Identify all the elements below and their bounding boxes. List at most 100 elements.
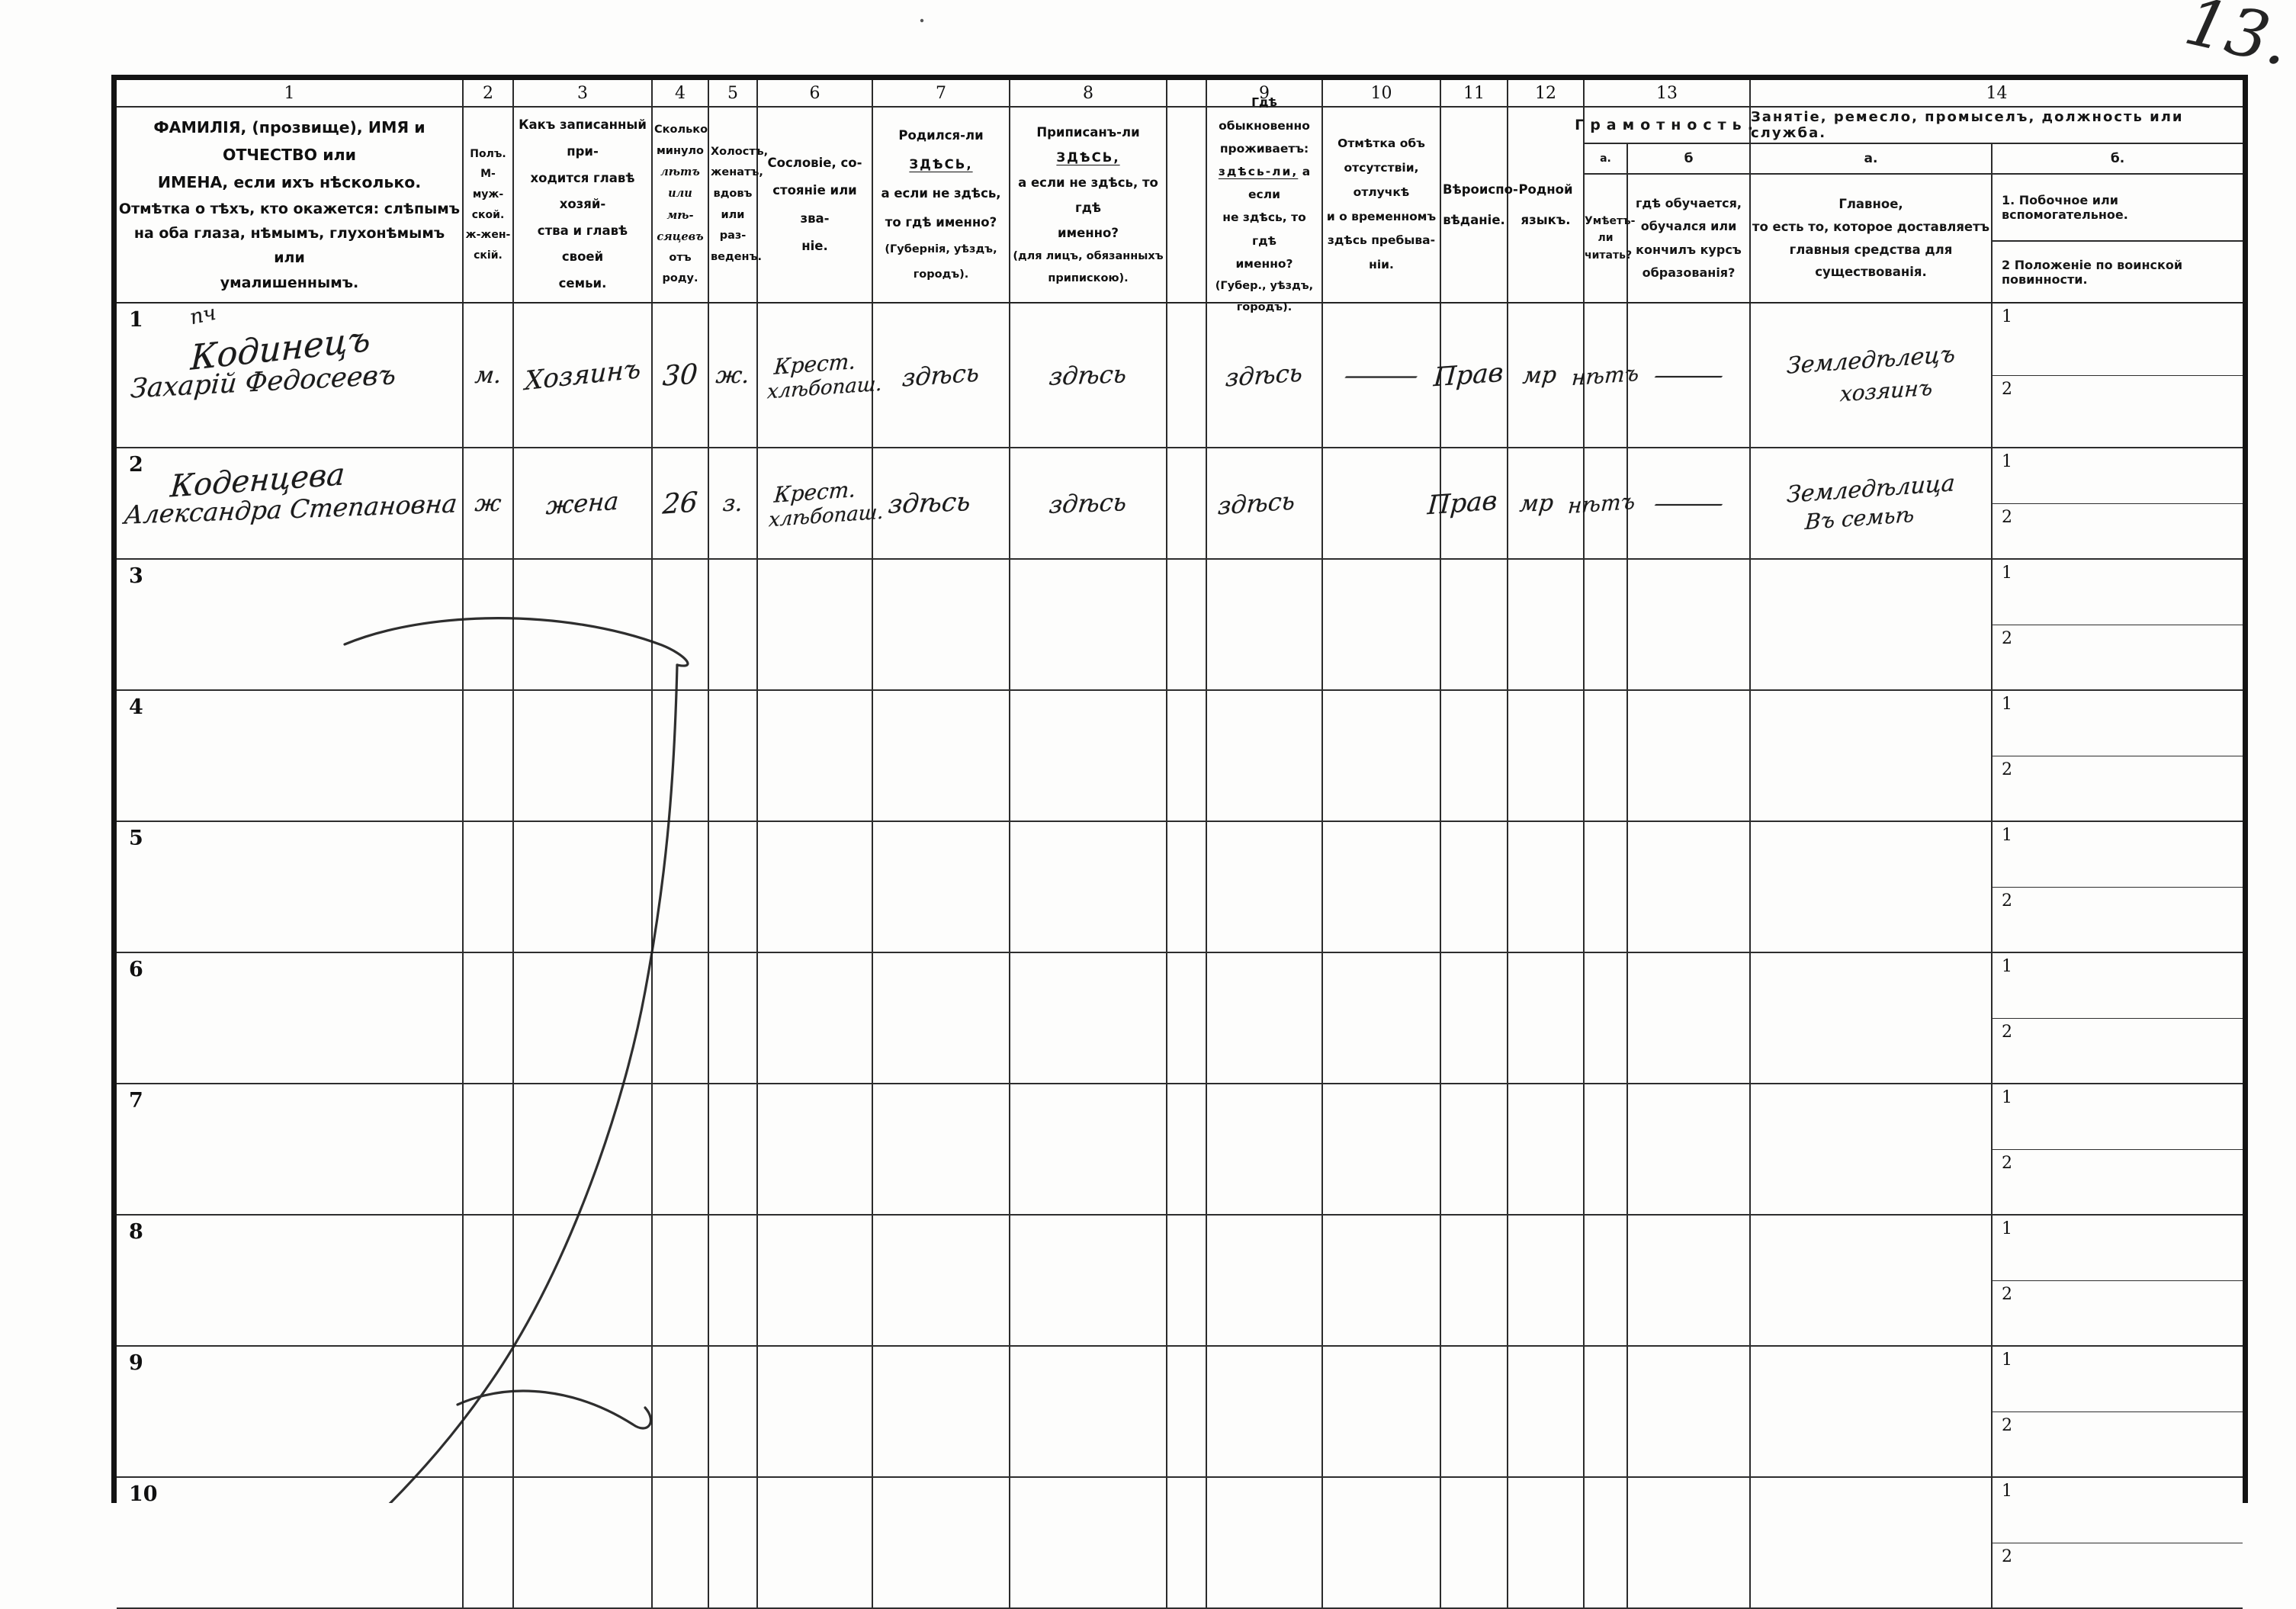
occupation-title: Занятіе, ремесло, промыселъ, должность и… (1751, 108, 2243, 144)
cell-registration (1010, 953, 1167, 1083)
col-number-1: 1 (117, 80, 464, 108)
census-table: 1 2 3 4 5 6 7 8 9 10 11 12 13 14 ФАМИЛІЯ… (111, 75, 2248, 1609)
cell-sex (464, 953, 514, 1083)
occupation-sub-a-label: а. (1751, 144, 1993, 173)
header-religion-column: Вѣроиспо-вѣданіе. (1441, 108, 1518, 302)
cell-sex (464, 691, 514, 821)
cell-occupation-side: 1 2 (1993, 1347, 2243, 1476)
cell-marital (709, 691, 758, 821)
header-absence-column: Отмѣтка объ отсутствіи, отлучкѣ и о времен… (1323, 108, 1441, 302)
cell-religion (1441, 560, 1508, 689)
cell-religion (1441, 953, 1508, 1083)
cell-marital (709, 1478, 758, 1607)
cell-relation (514, 1478, 653, 1607)
cell-literacy-read (1585, 1216, 1628, 1345)
occupation-sub-b-label: б. (2110, 151, 2125, 166)
military-status-box: 2 (2002, 760, 2012, 779)
gutter-cell (1167, 1084, 1207, 1214)
cell-language (1508, 1084, 1585, 1214)
military-status-box: 2 (2002, 379, 2012, 399)
occupation-side-label: 1. Побочное или вспомогательное. (1993, 175, 2243, 242)
cell-age: 30 (653, 303, 709, 447)
cell-birthplace (873, 691, 1010, 821)
cell-relation (514, 953, 653, 1083)
cell-registration (1010, 1478, 1167, 1607)
cell-literacy-read (1585, 1478, 1628, 1607)
cell-religion (1441, 1478, 1508, 1607)
scan-specks (0, 0, 2, 2)
cell-marital (709, 822, 758, 952)
cell-birthplace (873, 1478, 1010, 1607)
side-occupation-box: 1 (1993, 1084, 2243, 1150)
cell-sex (464, 1216, 514, 1345)
cell-sex (464, 822, 514, 952)
header-age-column: Сколько минуло лѣтъ или мѣ- сяцевъ отъ роду… (653, 108, 709, 302)
row-number: 9 (129, 1351, 143, 1375)
cell-estate (758, 1084, 873, 1214)
cell-absence (1323, 1216, 1441, 1345)
cell-absence (1323, 1478, 1441, 1607)
cell-age (653, 1347, 709, 1476)
side-occupation-box: 1 (1993, 691, 2243, 756)
cell-age (653, 560, 709, 689)
col-number-4: 4 (653, 80, 709, 108)
cell-birthplace (873, 953, 1010, 1083)
cell-relation (514, 1084, 653, 1214)
cell-religion (1441, 1216, 1508, 1345)
cell-name: 4 (117, 691, 464, 821)
col-number-10: 10 (1323, 80, 1441, 108)
gutter-cell (1167, 691, 1207, 821)
col-number-3: 3 (514, 80, 653, 108)
cell-residence (1207, 1216, 1323, 1345)
cell-literacy-school: — (1628, 303, 1751, 447)
cell-birthplace (873, 1084, 1010, 1214)
cell-name: 8 (117, 1216, 464, 1345)
military-status-box: 2 (2002, 1153, 2012, 1173)
cell-estate (758, 1216, 873, 1345)
cell-literacy-read (1585, 953, 1628, 1083)
cell-literacy-read (1585, 1347, 1628, 1476)
col-number-14: 14 (1751, 80, 2243, 108)
cell-marital: ж. (709, 303, 758, 447)
cell-registration (1010, 1084, 1167, 1214)
table-row: 4 1 2 (117, 691, 2243, 822)
cell-birthplace (873, 822, 1010, 952)
cell-religion (1441, 822, 1508, 952)
side-occupation-box: 1 (1993, 1216, 2243, 1281)
cell-sex: ж (464, 448, 514, 558)
cell-name: 5 (117, 822, 464, 952)
occupation-main: Главное, то есть то, которое доставляетъ г… (1751, 175, 1993, 302)
row-number: 8 (129, 1220, 143, 1244)
cell-sex (464, 1084, 514, 1214)
cell-literacy-read: нѣтъ (1571, 303, 1640, 447)
cell-literacy-school (1628, 1478, 1751, 1607)
cell-age (653, 1478, 709, 1607)
cell-language (1508, 1478, 1585, 1607)
cell-name: 7 (117, 1084, 464, 1214)
cell-residence (1207, 953, 1323, 1083)
cell-age (653, 953, 709, 1083)
cell-marital (709, 953, 758, 1083)
cell-literacy-read (1585, 691, 1628, 821)
col-number-11: 11 (1441, 80, 1508, 108)
military-status-box: 2 (2002, 628, 2012, 648)
cell-occupation-side: 1 2 (1993, 560, 2243, 689)
cell-name: 9 (117, 1347, 464, 1476)
cell-occupation-main (1751, 1084, 1993, 1214)
cell-religion: Прав (1427, 448, 1508, 558)
cell-occupation-side: 1 2 (1993, 303, 2243, 447)
side-occupation-box: 1 (1993, 1478, 2243, 1543)
cell-absence (1323, 448, 1441, 558)
cell-name: 6 (117, 953, 464, 1083)
cell-language: мр (1508, 303, 1585, 447)
cell-name: 1 пч Кодинецъ Захарій Федосеевъ (117, 301, 464, 447)
cell-occupation-main (1751, 691, 1993, 821)
cell-occupation-side: 1 2 (1993, 691, 2243, 821)
gutter-cell (1167, 1347, 1207, 1476)
cell-relation (514, 1216, 653, 1345)
side-occupation-box: 1 (1993, 303, 2243, 376)
page-corner-number: 13. (2178, 0, 2296, 82)
cell-residence (1207, 1478, 1323, 1607)
cell-relation: жена (514, 448, 653, 558)
